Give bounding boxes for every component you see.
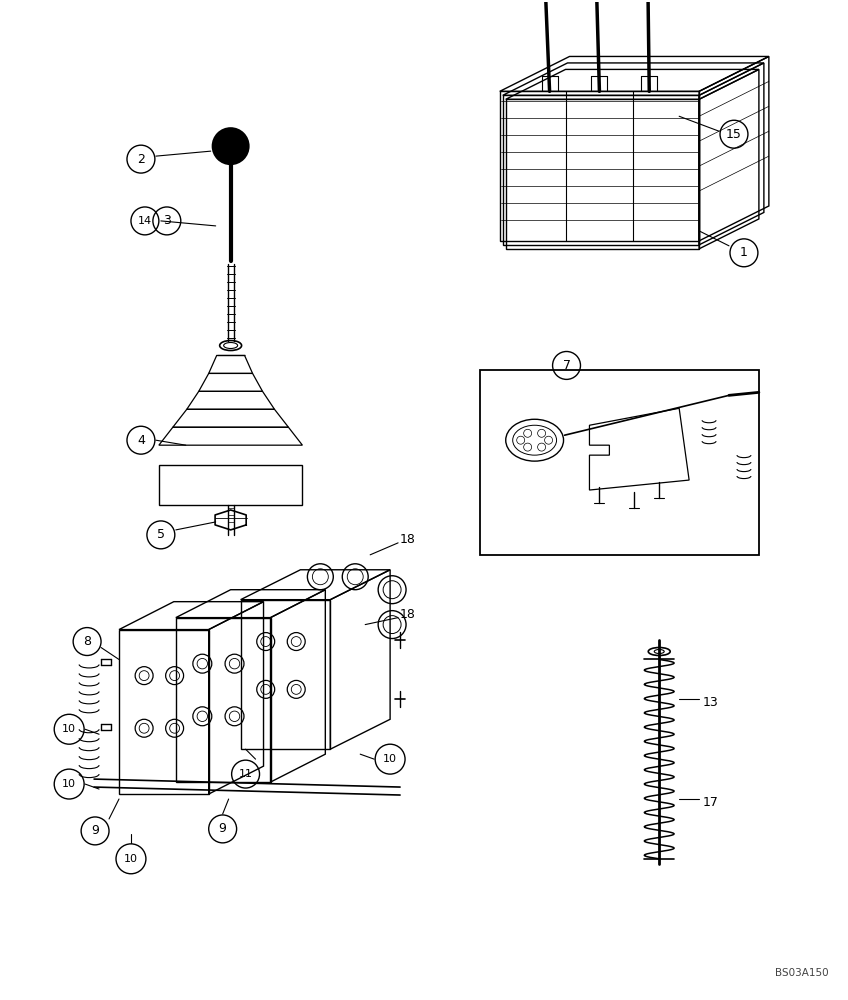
Text: 4: 4 xyxy=(137,434,145,447)
Text: 8: 8 xyxy=(83,635,91,648)
Text: 10: 10 xyxy=(124,854,138,864)
Text: 7: 7 xyxy=(562,359,571,372)
Bar xyxy=(499,91,699,241)
Bar xyxy=(159,465,303,505)
Text: 18: 18 xyxy=(400,533,416,546)
Text: 17: 17 xyxy=(703,796,719,809)
Text: 14: 14 xyxy=(138,216,152,226)
Circle shape xyxy=(213,128,248,164)
Bar xyxy=(503,95,699,245)
Text: 3: 3 xyxy=(163,214,170,227)
Text: 9: 9 xyxy=(91,824,99,837)
Text: 10: 10 xyxy=(62,779,76,789)
Text: 13: 13 xyxy=(703,696,719,709)
Text: 10: 10 xyxy=(383,754,397,764)
Text: 11: 11 xyxy=(238,769,253,779)
Bar xyxy=(505,99,699,249)
Text: 5: 5 xyxy=(157,528,165,541)
Text: BS03A150: BS03A150 xyxy=(775,968,828,978)
Text: 10: 10 xyxy=(62,724,76,734)
Text: 18: 18 xyxy=(400,608,416,621)
Bar xyxy=(176,618,271,782)
Bar xyxy=(480,370,759,555)
Text: 15: 15 xyxy=(726,128,742,141)
Text: 9: 9 xyxy=(219,822,226,835)
Text: 1: 1 xyxy=(740,246,748,259)
Text: 2: 2 xyxy=(137,153,145,166)
Bar xyxy=(119,630,209,794)
Bar xyxy=(241,600,331,749)
